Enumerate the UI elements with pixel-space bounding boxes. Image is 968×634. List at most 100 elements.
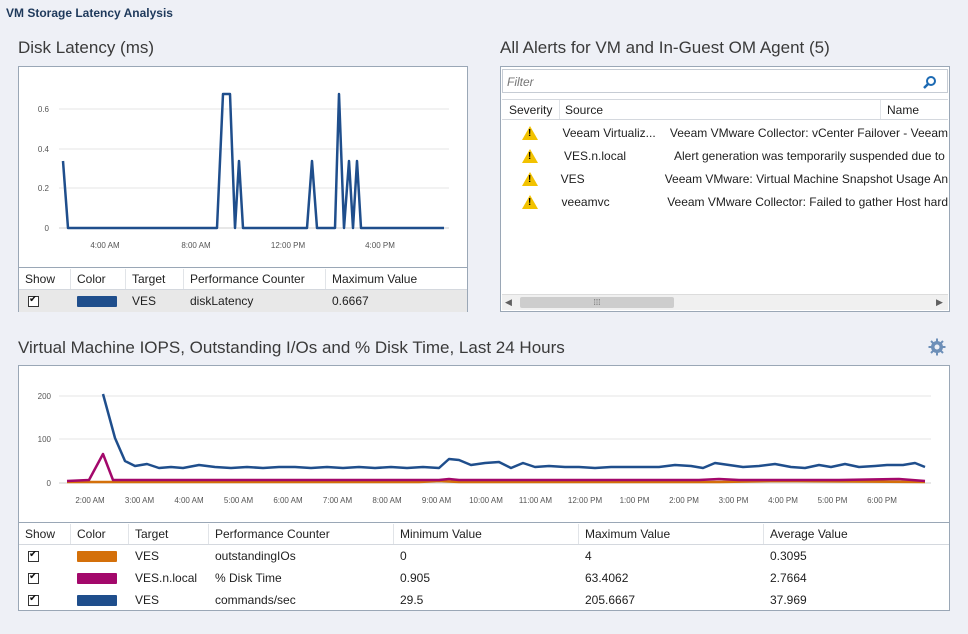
table-row[interactable]: VES commands/sec 29.5 205.6667 37.969 xyxy=(19,589,949,611)
filter-input[interactable] xyxy=(505,72,909,92)
search-icon[interactable] xyxy=(923,75,937,89)
row-avg: 2.7664 xyxy=(770,571,807,585)
row-target: VES xyxy=(135,549,160,563)
iops-xtick: 9:00 AM xyxy=(422,496,452,505)
col-performance-counter[interactable]: Performance Counter xyxy=(209,524,394,544)
scroll-thumb[interactable]: ⁞⁞⁞ xyxy=(520,297,674,308)
alert-source: veeamvc xyxy=(561,194,610,209)
warning-icon xyxy=(522,125,538,140)
gear-icon[interactable] xyxy=(928,338,946,356)
col-show[interactable]: Show xyxy=(19,524,71,544)
row-min: 0 xyxy=(400,549,407,563)
col-maximum-value[interactable]: Maximum Value xyxy=(579,524,764,544)
col-minimum-value[interactable]: Minimum Value xyxy=(394,524,579,544)
alerts-header: Severity Source Name xyxy=(502,99,948,120)
iops-ytick: 100 xyxy=(38,435,52,444)
color-swatch xyxy=(77,572,117,584)
col-source[interactable]: Source xyxy=(565,103,604,117)
alerts-title: All Alerts for VM and In-Guest OM Agent … xyxy=(500,38,830,57)
table-row[interactable]: VES outstandingIOs 0 4 0.3095 xyxy=(19,545,949,567)
iops-xtick: 3:00 AM xyxy=(125,496,155,505)
iops-xtick: 2:00 AM xyxy=(75,496,105,505)
latency-xtick: 4:00 PM xyxy=(365,241,395,250)
latency-xtick: 4:00 AM xyxy=(90,241,120,250)
latency-ytick: 0.6 xyxy=(38,105,50,114)
color-swatch xyxy=(77,550,117,562)
filter-box[interactable] xyxy=(502,69,948,93)
row-avg: 0.3095 xyxy=(770,549,807,563)
row-max: 0.6667 xyxy=(332,294,369,308)
iops-xtick: 12:00 PM xyxy=(568,496,603,505)
iops-xtick: 1:00 PM xyxy=(620,496,650,505)
row-avg: 37.969 xyxy=(770,593,807,607)
alert-name: Veeam VMware: Virtual Machine Snapshot U… xyxy=(664,171,948,186)
warning-icon xyxy=(522,171,538,186)
show-checkbox[interactable] xyxy=(28,550,39,562)
row-target: VES xyxy=(132,294,157,308)
outstanding-ios-line xyxy=(67,479,926,484)
latency-panel: 0.6 0.4 0.2 0 4:00 AM 8:00 AM 12:00 PM 4… xyxy=(18,66,468,312)
latency-ytick: 0 xyxy=(45,224,50,233)
row-max: 4 xyxy=(585,549,592,563)
iops-xtick: 5:00 AM xyxy=(224,496,254,505)
app-title: VM Storage Latency Analysis xyxy=(6,6,173,20)
iops-xtick: 4:00 AM xyxy=(174,496,204,505)
col-show[interactable]: Show xyxy=(19,269,71,289)
latency-ytick: 0.2 xyxy=(38,184,50,193)
table-row[interactable]: VES diskLatency 0.6667 xyxy=(19,290,467,312)
iops-xtick: 3:00 PM xyxy=(719,496,749,505)
row-counter: outstandingIOs xyxy=(215,549,296,563)
latency-chart: 0.6 0.4 0.2 0 4:00 AM 8:00 AM 12:00 PM 4… xyxy=(38,92,449,250)
col-target[interactable]: Target xyxy=(129,524,209,544)
latency-ytick: 0.4 xyxy=(38,145,50,154)
show-checkbox[interactable] xyxy=(28,572,39,584)
row-target: VES xyxy=(135,593,160,607)
list-item[interactable]: VES.n.local Alert generation was tempora… xyxy=(502,144,948,167)
alerts-panel: Severity Source Name Veeam Virtualiz... … xyxy=(500,66,950,312)
row-min: 29.5 xyxy=(400,593,424,607)
horizontal-scrollbar[interactable]: ◀ ⁞⁞⁞ ▶ xyxy=(502,294,948,310)
row-target: VES.n.local xyxy=(135,571,198,585)
iops-panel: 200 100 0 2:00 AM 3:00 AM 4:00 AM 5:00 AM 6:… xyxy=(18,365,950,611)
table-row[interactable]: VES.n.local % Disk Time 0.905 63.4062 2.… xyxy=(19,567,949,589)
show-checkbox[interactable] xyxy=(28,295,39,307)
scroll-right-arrow[interactable]: ▶ xyxy=(936,297,943,307)
latency-xtick: 12:00 PM xyxy=(271,241,306,250)
show-checkbox[interactable] xyxy=(28,594,39,606)
iops-xtick: 6:00 AM xyxy=(273,496,303,505)
col-maximum-value[interactable]: Maximum Value xyxy=(332,272,418,286)
iops-title: Virtual Machine IOPS, Outstanding I/Os a… xyxy=(18,338,565,357)
col-severity[interactable]: Severity xyxy=(509,103,553,117)
row-counter: commands/sec xyxy=(215,593,296,607)
col-color[interactable]: Color xyxy=(71,524,129,544)
alert-source: VES.n.local xyxy=(564,148,627,163)
col-performance-counter[interactable]: Performance Counter xyxy=(184,269,326,289)
row-counter: diskLatency xyxy=(190,294,254,308)
list-item[interactable]: veeamvc Veeam VMware Collector: Failed t… xyxy=(502,190,948,213)
col-average-value[interactable]: Average Value xyxy=(770,527,848,541)
list-item[interactable]: VES Veeam VMware: Virtual Machine Snapsh… xyxy=(502,167,948,190)
iops-ytick: 200 xyxy=(38,392,52,401)
latency-title: Disk Latency (ms) xyxy=(18,38,155,57)
scroll-left-arrow[interactable]: ◀ xyxy=(505,297,512,307)
alert-source: VES xyxy=(560,171,585,186)
disk-time-line xyxy=(66,452,926,483)
iops-xtick: 11:00 AM xyxy=(519,496,553,505)
latency-xtick: 8:00 AM xyxy=(181,241,211,250)
iops-xtick: 6:00 PM xyxy=(867,496,897,505)
alert-source: Veeam Virtualiz... xyxy=(562,125,656,140)
row-counter: % Disk Time xyxy=(215,571,282,585)
col-color[interactable]: Color xyxy=(71,269,126,289)
list-item[interactable]: Veeam Virtualiz... Veeam VMware Collecto… xyxy=(502,121,948,144)
row-max: 205.6667 xyxy=(585,593,636,607)
iops-xtick: 2:00 PM xyxy=(669,496,699,505)
color-swatch xyxy=(77,295,117,307)
iops-xtick: 5:00 PM xyxy=(818,496,848,505)
alert-name: Veeam VMware Collector: Failed to gather… xyxy=(667,194,948,209)
warning-icon xyxy=(522,148,538,163)
iops-chart: 200 100 0 2:00 AM 3:00 AM 4:00 AM 5:00 AM 6:… xyxy=(38,392,931,505)
alert-name: Veeam VMware Collector: vCenter Failover… xyxy=(669,125,948,140)
iops-ytick: 0 xyxy=(47,479,52,488)
col-target[interactable]: Target xyxy=(126,269,184,289)
col-name[interactable]: Name xyxy=(887,103,920,117)
